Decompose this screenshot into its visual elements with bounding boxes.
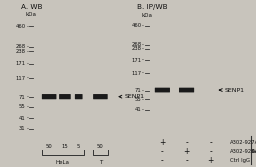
Text: -: - xyxy=(142,88,144,93)
Text: -: - xyxy=(27,76,28,81)
Text: 50: 50 xyxy=(46,144,52,149)
Text: +: + xyxy=(159,138,166,147)
Text: A302-928A: A302-928A xyxy=(230,149,256,154)
Text: 268: 268 xyxy=(131,42,141,47)
Text: 460: 460 xyxy=(15,24,26,29)
Text: -: - xyxy=(142,107,144,112)
Text: kDa: kDa xyxy=(141,13,152,18)
Text: 55: 55 xyxy=(135,97,141,102)
Text: IP: IP xyxy=(252,148,256,152)
Text: -: - xyxy=(27,95,28,100)
Text: -: - xyxy=(209,138,212,147)
Text: 171: 171 xyxy=(15,61,26,66)
Text: -: - xyxy=(27,116,28,121)
Text: 31: 31 xyxy=(19,126,26,131)
Text: -: - xyxy=(142,23,144,28)
Text: 117: 117 xyxy=(131,71,141,76)
Text: -: - xyxy=(185,156,188,165)
Text: -: - xyxy=(27,44,28,49)
FancyBboxPatch shape xyxy=(59,94,71,99)
Text: -: - xyxy=(209,147,212,156)
Text: 71: 71 xyxy=(135,88,141,93)
Text: -: - xyxy=(142,46,144,51)
Text: -: - xyxy=(142,58,144,63)
FancyBboxPatch shape xyxy=(179,88,194,92)
Text: -: - xyxy=(27,49,28,54)
Text: 41: 41 xyxy=(135,107,141,112)
Text: 171: 171 xyxy=(131,58,141,63)
Text: -: - xyxy=(142,97,144,102)
Text: 5: 5 xyxy=(77,144,80,149)
Text: -: - xyxy=(27,24,28,29)
Text: 268: 268 xyxy=(15,44,26,49)
Text: Ctrl IgG: Ctrl IgG xyxy=(230,158,250,163)
Text: -: - xyxy=(27,126,28,131)
Text: 41: 41 xyxy=(19,116,26,121)
FancyBboxPatch shape xyxy=(93,94,108,99)
Text: A302-927A: A302-927A xyxy=(230,140,256,145)
Text: 71: 71 xyxy=(19,95,26,100)
Text: -: - xyxy=(185,138,188,147)
Text: +: + xyxy=(208,156,214,165)
FancyBboxPatch shape xyxy=(155,88,170,92)
FancyBboxPatch shape xyxy=(75,94,83,99)
Text: kDa: kDa xyxy=(26,12,37,17)
Text: 50: 50 xyxy=(97,144,104,149)
Text: 238: 238 xyxy=(131,46,141,51)
Text: A. WB: A. WB xyxy=(20,4,42,10)
Text: 117: 117 xyxy=(15,76,26,81)
Text: -: - xyxy=(161,147,164,156)
Text: -: - xyxy=(161,156,164,165)
Text: -: - xyxy=(142,42,144,47)
Text: SENP1: SENP1 xyxy=(225,88,244,93)
Text: B. IP/WB: B. IP/WB xyxy=(137,4,168,10)
Text: SENP1: SENP1 xyxy=(125,94,145,99)
Text: -: - xyxy=(27,104,28,109)
Text: 15: 15 xyxy=(61,144,68,149)
Text: 460: 460 xyxy=(131,23,141,28)
Text: +: + xyxy=(183,147,190,156)
Text: 55: 55 xyxy=(19,104,26,109)
Text: 238: 238 xyxy=(16,49,26,54)
Text: HeLa: HeLa xyxy=(56,160,70,165)
Text: -: - xyxy=(142,71,144,76)
Text: T: T xyxy=(99,160,102,165)
Text: -: - xyxy=(27,61,28,66)
FancyBboxPatch shape xyxy=(42,94,56,99)
